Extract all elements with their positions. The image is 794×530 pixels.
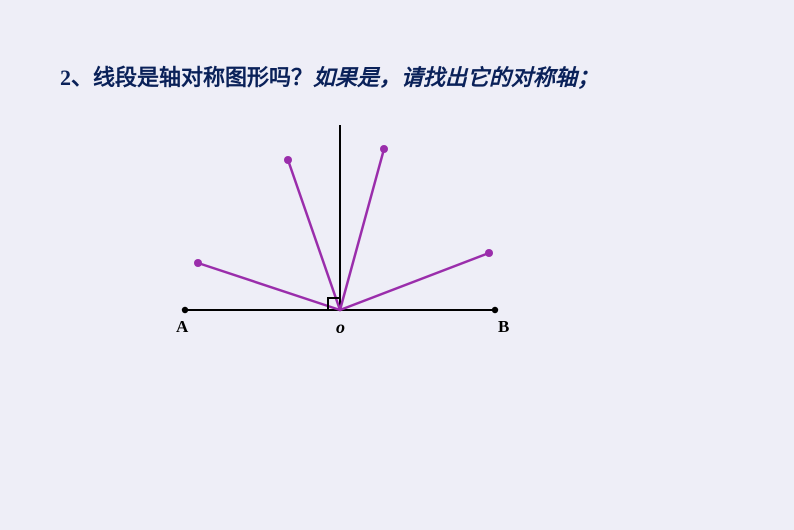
label-point-b: B: [498, 317, 509, 337]
label-point-a: A: [176, 317, 188, 337]
geometry-diagram: [160, 125, 520, 335]
question-part2: 如果是，请找出它的对称轴；: [313, 65, 599, 90]
label-point-o: o: [336, 317, 345, 338]
question-number: 2、: [60, 65, 93, 90]
question-text: 2、线段是轴对称图形吗？如果是，请找出它的对称轴；: [60, 60, 599, 92]
question-part1: 线段是轴对称图形吗？: [93, 65, 313, 90]
